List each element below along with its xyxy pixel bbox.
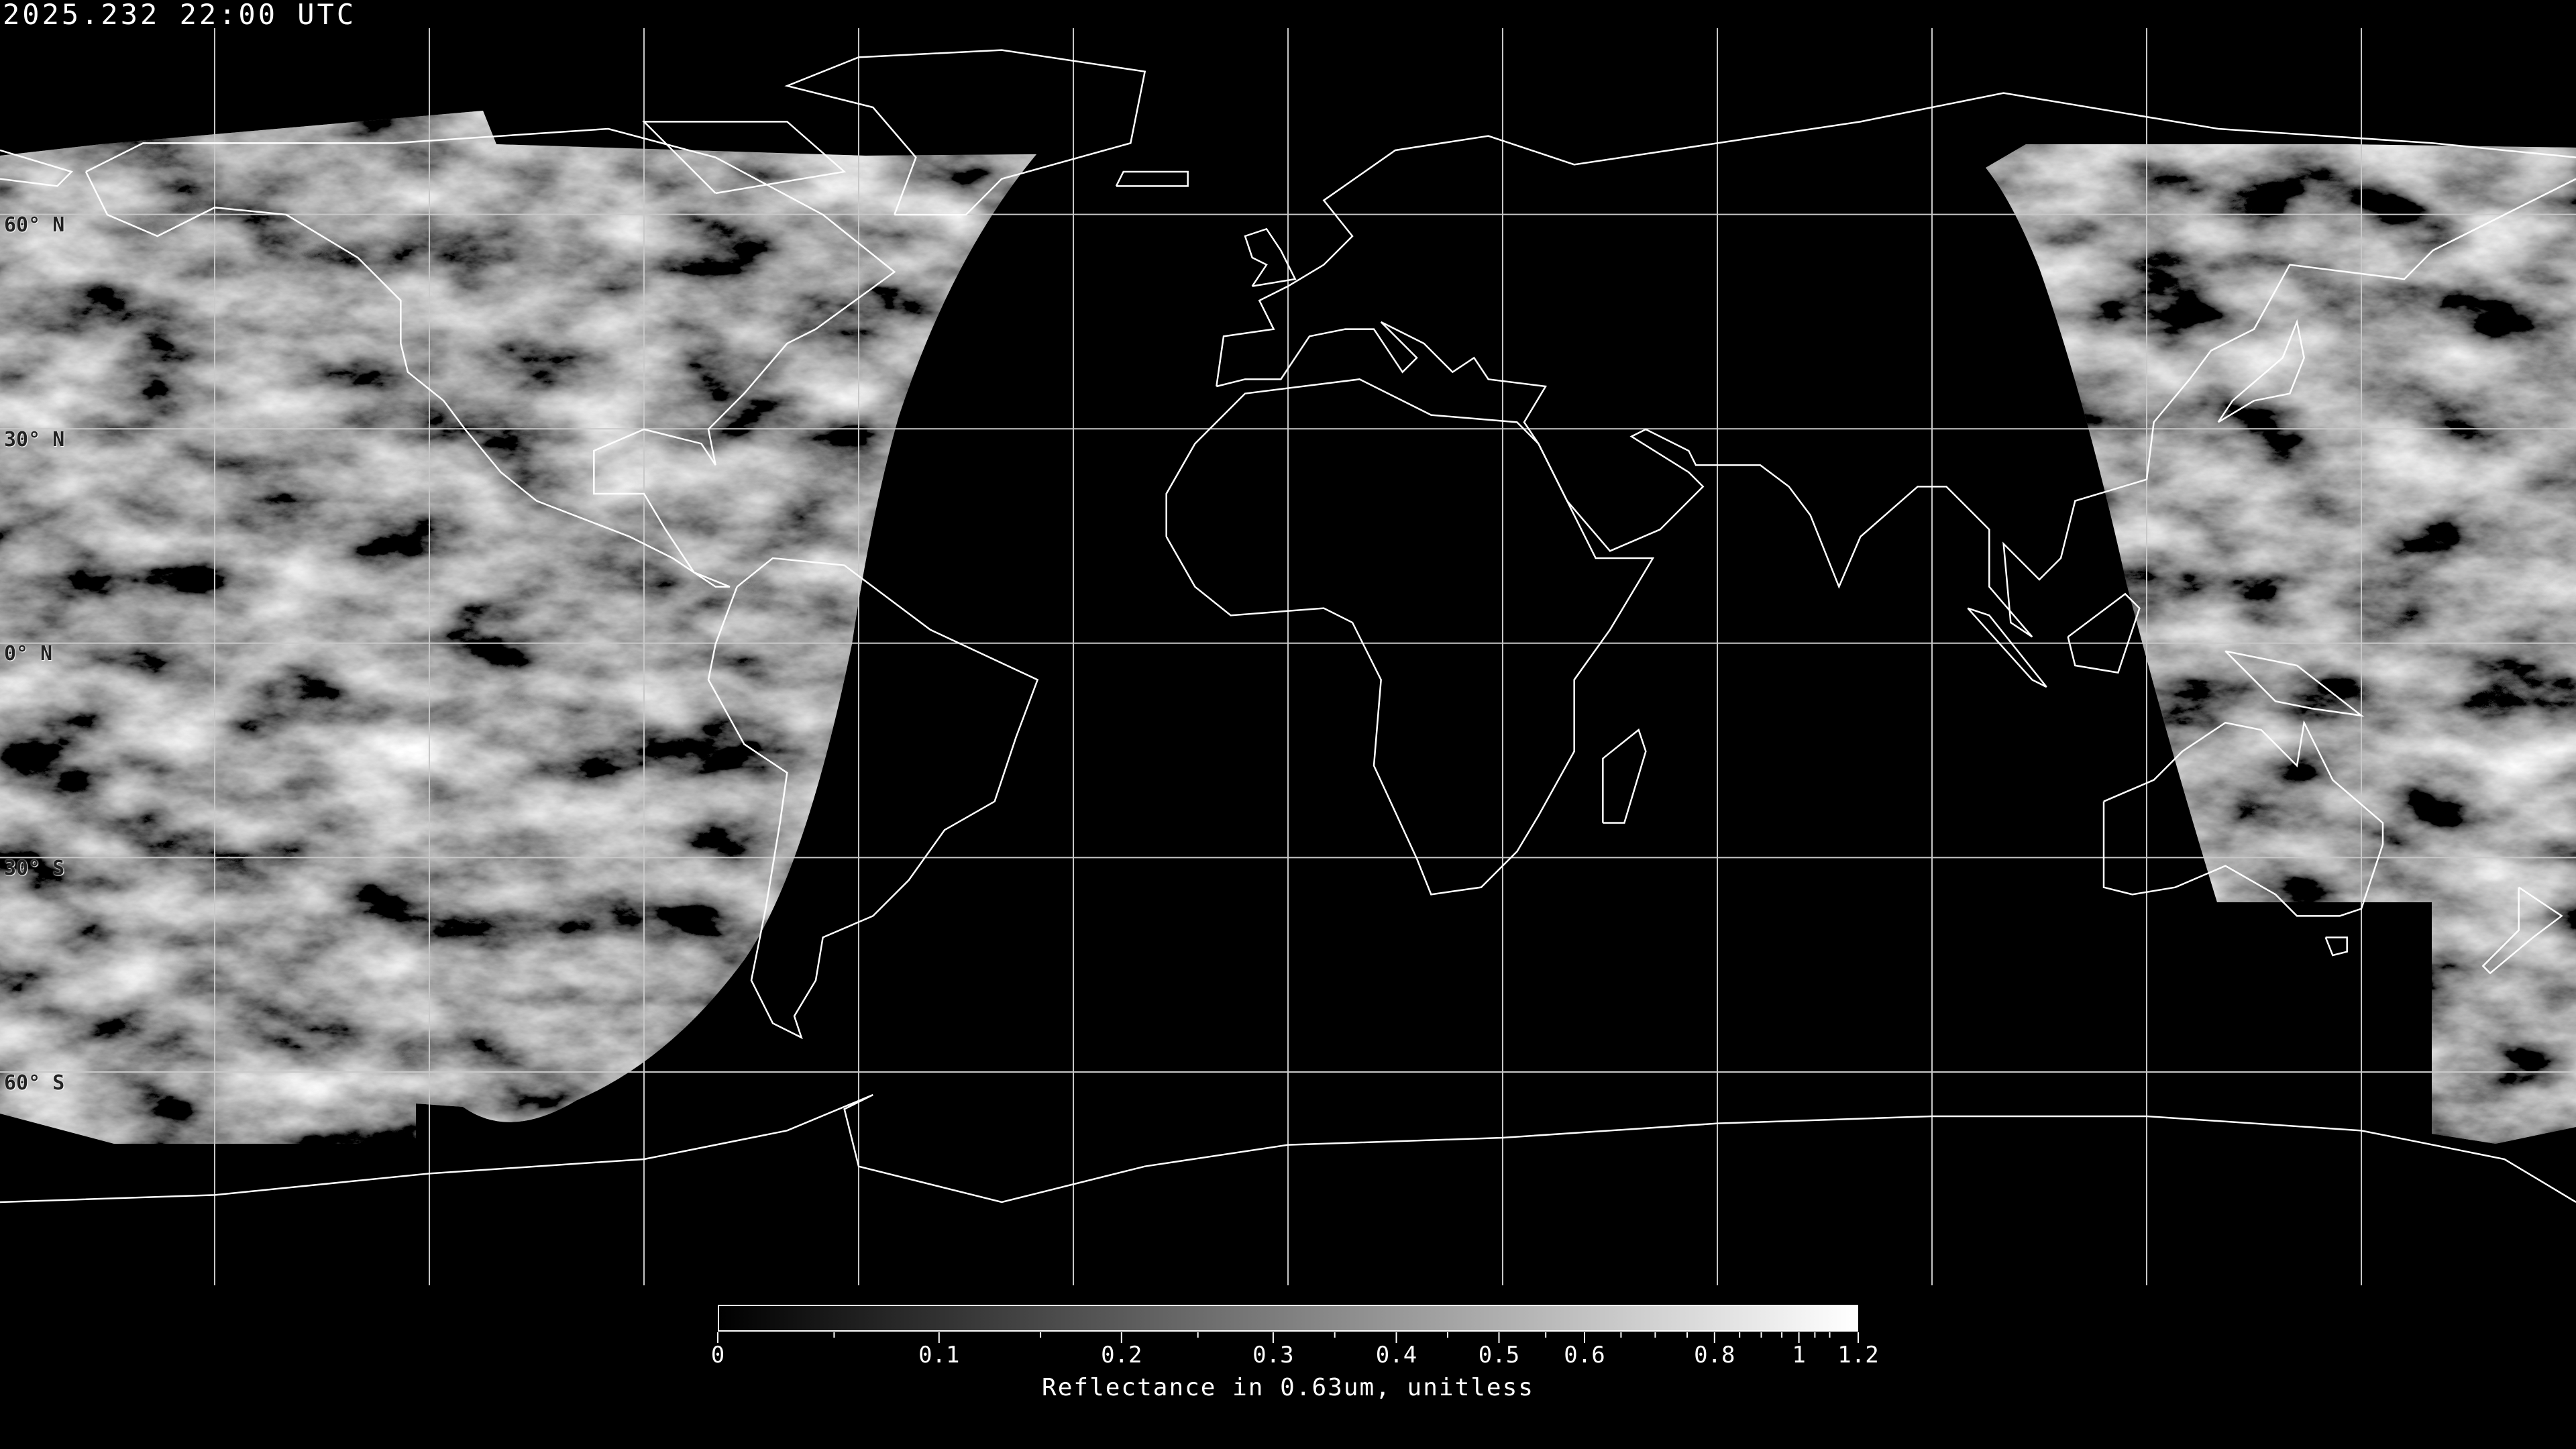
coastline <box>2067 592 2141 674</box>
coastline <box>2324 936 2348 957</box>
colorbar-label: Reflectance in 0.63um, unitless <box>1042 1374 1534 1401</box>
coastline <box>1244 227 1297 287</box>
lat-label-60s: 60° S <box>4 1071 65 1095</box>
timestamp-title: 2025.232 22:00 UTC <box>3 0 357 31</box>
satellite-map <box>0 28 2576 1285</box>
coastline <box>1967 607 2047 688</box>
coastline <box>2481 886 2563 975</box>
colorbar-tick-label: 0 <box>710 1342 725 1368</box>
lat-label-equator: 0° N <box>4 642 53 665</box>
coastline <box>1115 170 1189 187</box>
colorbar-tick-label: 0.8 <box>1694 1342 1735 1368</box>
coastline <box>0 149 74 187</box>
coastline <box>1165 378 1655 896</box>
colorbar-tick-label: 0.3 <box>1252 1342 1294 1368</box>
coastline <box>641 121 847 195</box>
colorbar-tick-label: 0.2 <box>1101 1342 1142 1368</box>
coastline <box>2102 720 2384 917</box>
coastline <box>1216 178 2576 638</box>
coastline <box>1602 728 1647 824</box>
lat-label-30n: 30° N <box>4 428 65 451</box>
colorbar-tick-label: 0.1 <box>918 1342 960 1368</box>
lat-label-60n: 60° N <box>4 213 65 237</box>
colorbar-tick-label: 1 <box>1792 1342 1806 1368</box>
coastline <box>784 49 1146 216</box>
coastline <box>2217 319 2305 423</box>
colorbar <box>718 1305 1858 1332</box>
coastline <box>85 127 896 588</box>
graticule <box>0 28 2576 1285</box>
colorbar-tick-label: 0.5 <box>1478 1342 1520 1368</box>
colorbar-tick-label: 1.2 <box>1837 1342 1879 1368</box>
lat-label-30s: 30° S <box>4 857 65 880</box>
coastline <box>707 557 1039 1040</box>
coastlines <box>0 49 2576 1203</box>
colorbar-tick-label: 0.6 <box>1564 1342 1605 1368</box>
coastline <box>0 1093 2576 1203</box>
colorbar-tick-label: 0.4 <box>1375 1342 1417 1368</box>
coastline <box>2224 650 2365 717</box>
coastline <box>1216 92 2576 387</box>
